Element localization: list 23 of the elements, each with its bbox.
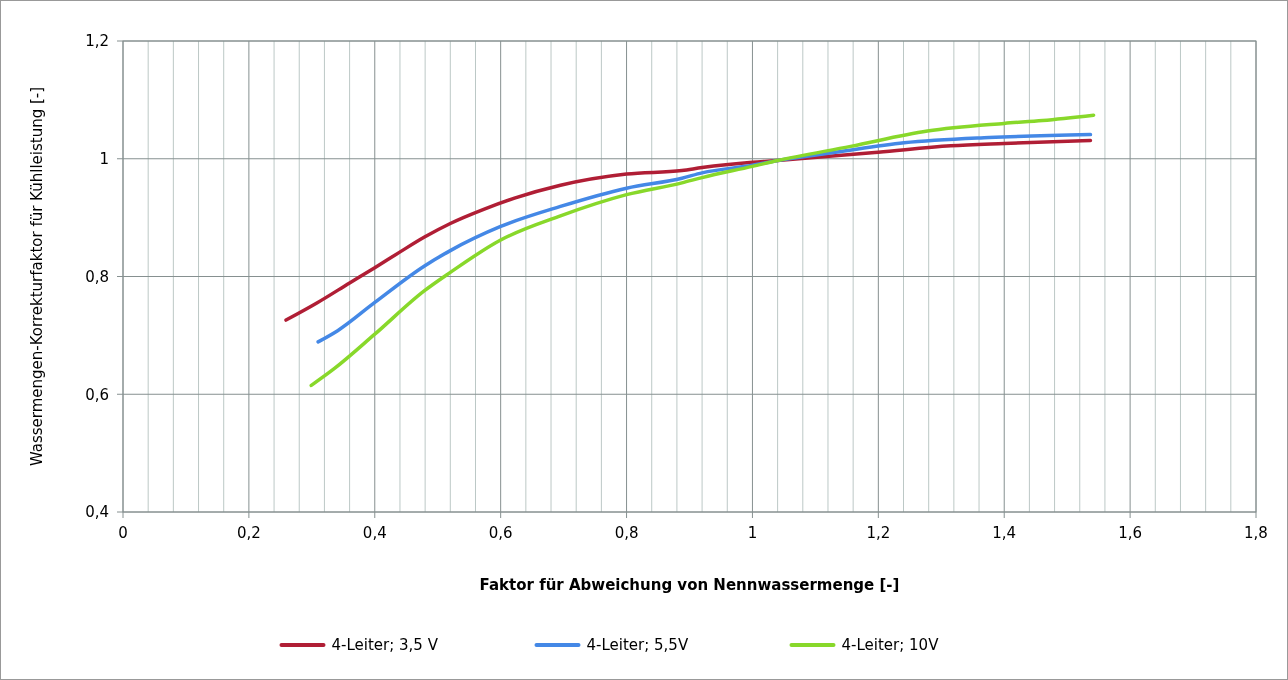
y-axis-title: Wassermengen-Korrekturfaktor für Kühlleistung [-] xyxy=(28,86,46,467)
y-tick-label: 0,6 xyxy=(85,385,109,404)
y-tick-label: 0,8 xyxy=(85,267,109,286)
x-tick-label: 1,2 xyxy=(866,524,891,542)
x-tick-label: 0,6 xyxy=(488,524,513,542)
line-series xyxy=(309,113,1096,388)
y-tick-label: 1 xyxy=(99,150,109,168)
x-tick-label: 1,6 xyxy=(1118,524,1143,542)
x-tick-label: 1 xyxy=(747,524,758,542)
x-axis-title: Faktor für Abweichung von Nennwassermenge [-] xyxy=(479,576,900,594)
x-tick-label: 0 xyxy=(118,524,128,542)
legend-label: 4-Leiter; 10V xyxy=(841,636,940,655)
y-tick-label: 1,2 xyxy=(85,32,109,51)
line-series xyxy=(284,138,1093,322)
x-tick-label: 0,4 xyxy=(362,524,387,542)
line-series xyxy=(316,132,1093,344)
y-tick-label: 0,4 xyxy=(85,503,109,522)
x-tick-label: 0,8 xyxy=(614,524,639,542)
x-tick-label: 1,8 xyxy=(1244,524,1268,542)
x-tick-label: 1,4 xyxy=(992,524,1017,542)
x-tick-label: 0,2 xyxy=(236,524,261,542)
legend-label: 4-Leiter; 5,5V xyxy=(586,636,689,655)
legend-label: 4-Leiter; 3,5 V xyxy=(331,636,439,655)
